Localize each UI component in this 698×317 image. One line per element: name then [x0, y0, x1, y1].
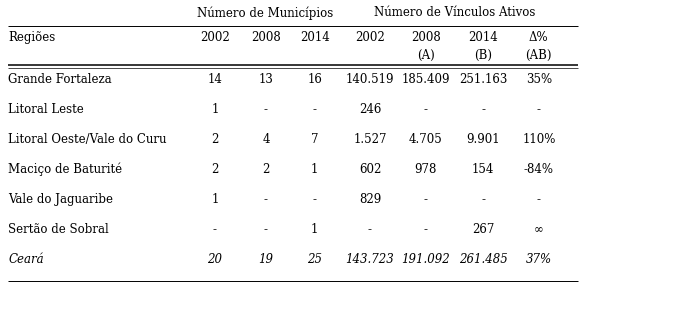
Text: Regiões: Regiões: [8, 31, 56, 44]
Text: 829: 829: [359, 193, 381, 206]
Text: -: -: [264, 193, 268, 206]
Text: 13: 13: [258, 73, 274, 86]
Text: -84%: -84%: [524, 163, 554, 176]
Text: 2014: 2014: [300, 31, 329, 44]
Text: 14: 14: [207, 73, 223, 86]
Text: -: -: [368, 223, 372, 236]
Text: (B): (B): [474, 49, 492, 62]
Text: Sertão de Sobral: Sertão de Sobral: [8, 223, 109, 236]
Text: 16: 16: [307, 73, 322, 86]
Text: -: -: [537, 103, 541, 116]
Text: -: -: [537, 193, 541, 206]
Text: -: -: [213, 223, 217, 236]
Text: Grande Fortaleza: Grande Fortaleza: [8, 73, 112, 86]
Text: -: -: [313, 103, 317, 116]
Text: Ceará: Ceará: [8, 253, 44, 266]
Text: -: -: [424, 103, 428, 116]
Text: -: -: [481, 103, 485, 116]
Text: -: -: [264, 223, 268, 236]
Text: -: -: [313, 193, 317, 206]
Text: 1: 1: [211, 103, 218, 116]
Text: 2002: 2002: [355, 31, 385, 44]
Text: 185.409: 185.409: [401, 73, 450, 86]
Text: 20: 20: [207, 253, 223, 266]
Text: Número de Municípios: Número de Municípios: [197, 6, 333, 20]
Text: (AB): (AB): [526, 49, 552, 62]
Text: 25: 25: [307, 253, 322, 266]
Text: Litoral Oeste/Vale do Curu: Litoral Oeste/Vale do Curu: [8, 133, 167, 146]
Text: 251.163: 251.163: [459, 73, 507, 86]
Text: Maciço de Baturité: Maciço de Baturité: [8, 163, 123, 177]
Text: 1.527: 1.527: [353, 133, 387, 146]
Text: 37%: 37%: [526, 253, 552, 266]
Text: Litoral Leste: Litoral Leste: [8, 103, 84, 116]
Text: 35%: 35%: [526, 73, 552, 86]
Text: 140.519: 140.519: [346, 73, 394, 86]
Text: (A): (A): [417, 49, 435, 62]
Text: 1: 1: [311, 223, 318, 236]
Text: -: -: [481, 193, 485, 206]
Text: 267: 267: [472, 223, 494, 236]
Text: 110%: 110%: [522, 133, 556, 146]
Text: -: -: [424, 223, 428, 236]
Text: Vale do Jaguaribe: Vale do Jaguaribe: [8, 193, 113, 206]
Text: 2008: 2008: [251, 31, 281, 44]
Text: 143.723: 143.723: [346, 253, 394, 266]
Text: 19: 19: [258, 253, 274, 266]
Text: Δ%: Δ%: [529, 31, 549, 44]
Text: 9.901: 9.901: [466, 133, 500, 146]
Text: Número de Vínculos Ativos: Número de Vínculos Ativos: [373, 6, 535, 19]
Text: 2: 2: [211, 133, 218, 146]
Text: 1: 1: [211, 193, 218, 206]
Text: 7: 7: [311, 133, 318, 146]
Text: 602: 602: [359, 163, 381, 176]
Text: 191.092: 191.092: [401, 253, 450, 266]
Text: 261.485: 261.485: [459, 253, 507, 266]
Text: -: -: [424, 193, 428, 206]
Text: 154: 154: [472, 163, 494, 176]
Text: 4: 4: [262, 133, 269, 146]
Text: 2: 2: [211, 163, 218, 176]
Text: 4.705: 4.705: [409, 133, 443, 146]
Text: 2014: 2014: [468, 31, 498, 44]
Text: 2008: 2008: [411, 31, 440, 44]
Text: 2002: 2002: [200, 31, 230, 44]
Text: 1: 1: [311, 163, 318, 176]
Text: 2: 2: [262, 163, 269, 176]
Text: ∞: ∞: [534, 223, 544, 236]
Text: 246: 246: [359, 103, 381, 116]
Text: 978: 978: [415, 163, 437, 176]
Text: -: -: [264, 103, 268, 116]
